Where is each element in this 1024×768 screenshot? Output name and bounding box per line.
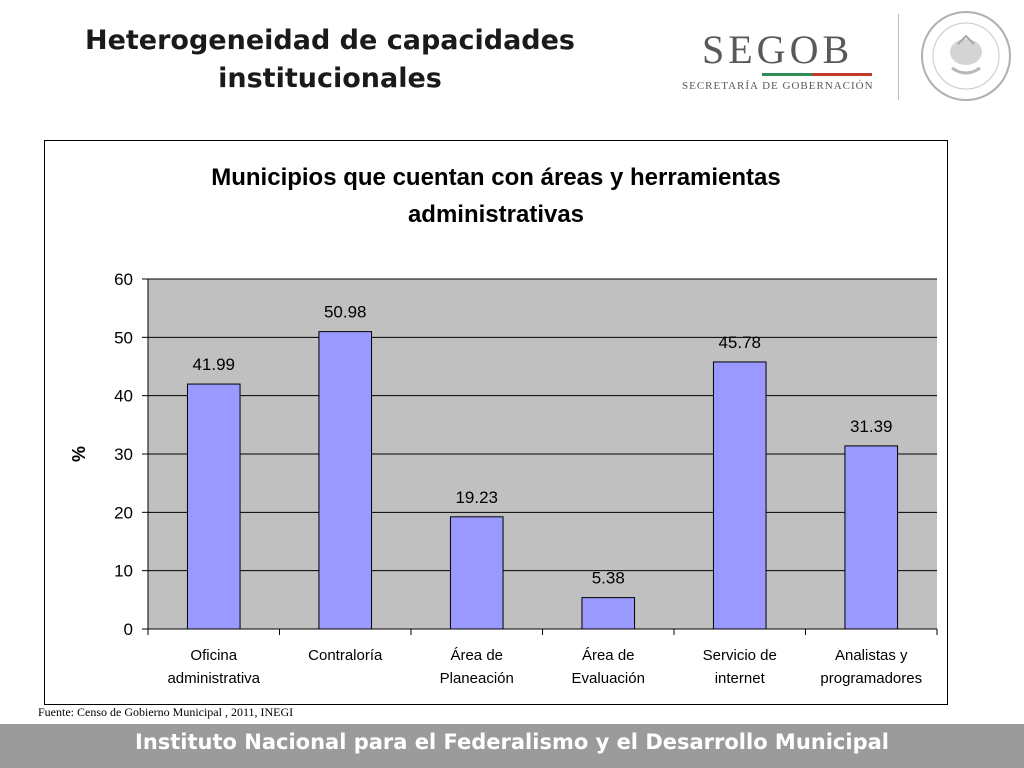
bar (318, 331, 373, 630)
bar (449, 516, 504, 630)
chart-title-line2: administrativas (408, 201, 584, 228)
data-label: 41.99 (192, 355, 235, 374)
x-tick-label: programadores (820, 670, 922, 687)
x-tick-label: Evaluación (572, 670, 645, 687)
x-tick-label: Planeación (440, 670, 514, 687)
logo-subtitle: SECRETARÍA DE GOBERNACIÓN (682, 80, 874, 92)
bars (186, 331, 899, 630)
bar (712, 361, 767, 630)
logo-stripes (682, 73, 872, 77)
national-seal-icon (921, 11, 1011, 101)
x-tick-label: Área de (582, 647, 635, 664)
labels: 0 10 20 30 40 50 60 41.99 Oficina administrativa 5… (114, 270, 922, 687)
x-tick-label: administrativa (167, 670, 260, 687)
x-tick-label: Servicio de (703, 647, 777, 664)
y-tick-label: 50 (114, 328, 133, 347)
x-tick-label: Analistas y (835, 647, 908, 664)
chart-title-line1: Municipios que cuentan con áreas y herra… (211, 164, 781, 191)
slide-title: Heterogeneidad de capacidades institucio… (84, 25, 576, 94)
chart-frame: Municipios que cuentan con áreas y herra… (44, 140, 948, 705)
y-axis-label: % (69, 446, 89, 462)
y-tick-label: 0 (124, 620, 133, 639)
footer-bar: Instituto Nacional para el Federalismo y… (0, 724, 1024, 768)
y-tick-label: 30 (114, 445, 133, 464)
logo-wordmark: SEGOB (702, 27, 854, 72)
x-tick-label: Contraloría (308, 647, 383, 664)
source-note: Fuente: Censo de Gobierno Municipal , 20… (38, 705, 294, 719)
data-label: 5.38 (592, 569, 625, 588)
x-tick-label: Área de (450, 647, 503, 664)
x-tick-label: internet (715, 670, 766, 687)
data-label: 31.39 (850, 417, 893, 436)
data-label: 50.98 (324, 303, 367, 322)
data-label: 19.23 (455, 488, 498, 507)
bar (844, 445, 899, 630)
y-tick-label: 60 (114, 270, 133, 289)
bar (581, 597, 636, 630)
x-tick-label: Oficina (190, 647, 237, 664)
y-tick-label: 20 (114, 503, 133, 522)
y-tick-label: 10 (114, 562, 133, 581)
gridlines (148, 278, 937, 572)
bar-chart: Municipios que cuentan con áreas y herra… (69, 164, 938, 687)
bar (186, 383, 241, 630)
y-tick-label: 40 (114, 387, 133, 406)
axes (142, 278, 938, 635)
data-label: 45.78 (718, 333, 761, 352)
segob-logo: SEGOB SECRETARÍA DE GOBERNACIÓN (676, 26, 876, 96)
footer-text: Instituto Nacional para el Federalismo y… (135, 730, 889, 754)
header-divider (898, 14, 899, 100)
